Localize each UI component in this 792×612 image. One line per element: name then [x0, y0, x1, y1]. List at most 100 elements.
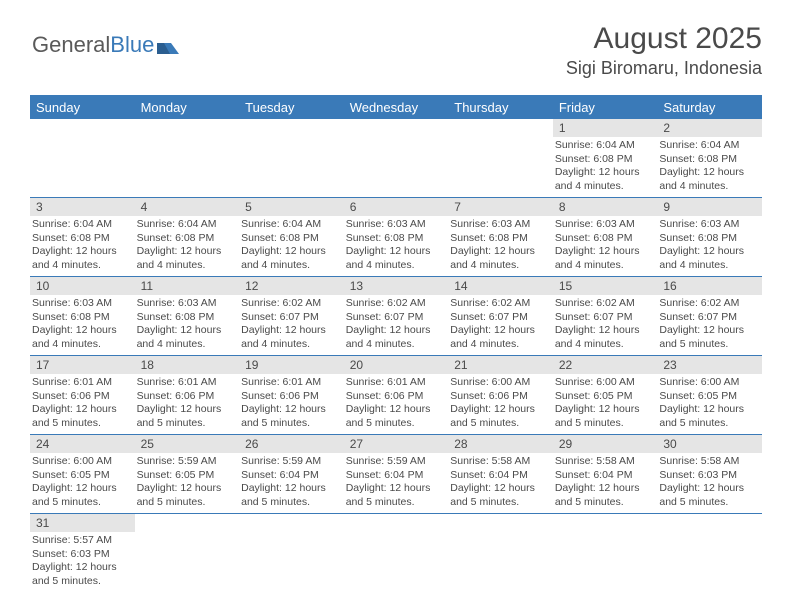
day-number: 21: [448, 356, 553, 374]
day-dl: Daylight: 12 hours and 5 minutes.: [32, 403, 133, 430]
day-sr: Sunrise: 5:58 AM: [450, 455, 551, 469]
empty-cell: [239, 514, 344, 532]
day-number: 4: [135, 198, 240, 216]
day-details: Sunrise: 6:00 AMSunset: 6:05 PMDaylight:…: [30, 453, 135, 513]
title-block: August 2025 Sigi Biromaru, Indonesia: [566, 22, 762, 79]
day-details: Sunrise: 6:01 AMSunset: 6:06 PMDaylight:…: [239, 374, 344, 434]
empty-cell: [448, 137, 553, 197]
day-details: Sunrise: 6:03 AMSunset: 6:08 PMDaylight:…: [553, 216, 658, 276]
day-dl: Daylight: 12 hours and 4 minutes.: [450, 324, 551, 351]
details-row: Sunrise: 6:04 AMSunset: 6:08 PMDaylight:…: [30, 137, 762, 198]
day-number: 6: [344, 198, 449, 216]
day-dl: Daylight: 12 hours and 5 minutes.: [32, 561, 133, 588]
empty-cell: [135, 119, 240, 137]
day-sr: Sunrise: 6:03 AM: [450, 218, 551, 232]
day-number: 31: [30, 514, 135, 532]
month-title: August 2025: [566, 22, 762, 56]
day-number: 2: [657, 119, 762, 137]
empty-cell: [239, 532, 344, 592]
empty-cell: [135, 137, 240, 197]
day-ss: Sunset: 6:04 PM: [241, 469, 342, 483]
day-details: Sunrise: 6:02 AMSunset: 6:07 PMDaylight:…: [553, 295, 658, 355]
day-dl: Daylight: 12 hours and 4 minutes.: [32, 245, 133, 272]
day-number: 16: [657, 277, 762, 295]
day-dl: Daylight: 12 hours and 5 minutes.: [346, 482, 447, 509]
day-dl: Daylight: 12 hours and 4 minutes.: [659, 166, 760, 193]
day-details: Sunrise: 6:00 AMSunset: 6:06 PMDaylight:…: [448, 374, 553, 434]
empty-cell: [657, 532, 762, 592]
day-ss: Sunset: 6:06 PM: [450, 390, 551, 404]
day-details: Sunrise: 6:04 AMSunset: 6:08 PMDaylight:…: [553, 137, 658, 197]
day-ss: Sunset: 6:04 PM: [346, 469, 447, 483]
weekday-header: Saturday: [657, 95, 762, 119]
day-dl: Daylight: 12 hours and 4 minutes.: [137, 324, 238, 351]
day-ss: Sunset: 6:08 PM: [241, 232, 342, 246]
day-number: 10: [30, 277, 135, 295]
day-ss: Sunset: 6:08 PM: [555, 232, 656, 246]
empty-cell: [30, 137, 135, 197]
weekday-header: Tuesday: [239, 95, 344, 119]
day-dl: Daylight: 12 hours and 5 minutes.: [241, 482, 342, 509]
day-sr: Sunrise: 6:02 AM: [450, 297, 551, 311]
day-ss: Sunset: 6:08 PM: [450, 232, 551, 246]
day-details: Sunrise: 5:57 AMSunset: 6:03 PMDaylight:…: [30, 532, 135, 592]
day-ss: Sunset: 6:06 PM: [32, 390, 133, 404]
day-ss: Sunset: 6:07 PM: [555, 311, 656, 325]
empty-cell: [344, 119, 449, 137]
calendar-head: SundayMondayTuesdayWednesdayThursdayFrid…: [30, 95, 762, 119]
daynum-row: 24252627282930: [30, 435, 762, 454]
day-sr: Sunrise: 6:00 AM: [450, 376, 551, 390]
day-sr: Sunrise: 6:03 AM: [555, 218, 656, 232]
day-ss: Sunset: 6:06 PM: [137, 390, 238, 404]
day-dl: Daylight: 12 hours and 5 minutes.: [346, 403, 447, 430]
day-number: 18: [135, 356, 240, 374]
day-sr: Sunrise: 6:02 AM: [346, 297, 447, 311]
empty-cell: [344, 532, 449, 592]
day-dl: Daylight: 12 hours and 5 minutes.: [137, 482, 238, 509]
day-ss: Sunset: 6:08 PM: [659, 232, 760, 246]
day-number: 15: [553, 277, 658, 295]
day-details: Sunrise: 5:58 AMSunset: 6:03 PMDaylight:…: [657, 453, 762, 513]
empty-cell: [448, 119, 553, 137]
details-row: Sunrise: 6:00 AMSunset: 6:05 PMDaylight:…: [30, 453, 762, 514]
day-details: Sunrise: 5:59 AMSunset: 6:04 PMDaylight:…: [239, 453, 344, 513]
day-number: 28: [448, 435, 553, 453]
details-row: Sunrise: 6:01 AMSunset: 6:06 PMDaylight:…: [30, 374, 762, 435]
day-ss: Sunset: 6:07 PM: [241, 311, 342, 325]
day-dl: Daylight: 12 hours and 4 minutes.: [450, 245, 551, 272]
day-sr: Sunrise: 6:04 AM: [137, 218, 238, 232]
day-sr: Sunrise: 5:58 AM: [555, 455, 656, 469]
day-sr: Sunrise: 5:57 AM: [32, 534, 133, 548]
day-dl: Daylight: 12 hours and 4 minutes.: [346, 245, 447, 272]
day-dl: Daylight: 12 hours and 5 minutes.: [659, 324, 760, 351]
day-number: 20: [344, 356, 449, 374]
day-sr: Sunrise: 6:02 AM: [555, 297, 656, 311]
day-number: 27: [344, 435, 449, 453]
day-ss: Sunset: 6:05 PM: [659, 390, 760, 404]
logo: GeneralBlue: [32, 32, 179, 58]
day-sr: Sunrise: 6:01 AM: [346, 376, 447, 390]
day-dl: Daylight: 12 hours and 5 minutes.: [450, 482, 551, 509]
day-sr: Sunrise: 6:00 AM: [555, 376, 656, 390]
daynum-row: 10111213141516: [30, 277, 762, 296]
day-dl: Daylight: 12 hours and 4 minutes.: [241, 324, 342, 351]
details-row: Sunrise: 6:04 AMSunset: 6:08 PMDaylight:…: [30, 216, 762, 277]
day-dl: Daylight: 12 hours and 4 minutes.: [555, 324, 656, 351]
daynum-row: 12: [30, 119, 762, 137]
empty-cell: [553, 532, 658, 592]
day-ss: Sunset: 6:08 PM: [555, 153, 656, 167]
day-details: Sunrise: 6:02 AMSunset: 6:07 PMDaylight:…: [657, 295, 762, 355]
day-number: 26: [239, 435, 344, 453]
day-details: Sunrise: 6:04 AMSunset: 6:08 PMDaylight:…: [30, 216, 135, 276]
day-dl: Daylight: 12 hours and 5 minutes.: [555, 482, 656, 509]
day-ss: Sunset: 6:06 PM: [346, 390, 447, 404]
day-ss: Sunset: 6:08 PM: [32, 232, 133, 246]
day-number: 3: [30, 198, 135, 216]
day-ss: Sunset: 6:03 PM: [659, 469, 760, 483]
day-dl: Daylight: 12 hours and 5 minutes.: [659, 403, 760, 430]
day-details: Sunrise: 6:04 AMSunset: 6:08 PMDaylight:…: [135, 216, 240, 276]
empty-cell: [344, 514, 449, 532]
logo-text-blue: Blue: [110, 32, 154, 58]
day-sr: Sunrise: 6:04 AM: [32, 218, 133, 232]
day-sr: Sunrise: 6:01 AM: [32, 376, 133, 390]
